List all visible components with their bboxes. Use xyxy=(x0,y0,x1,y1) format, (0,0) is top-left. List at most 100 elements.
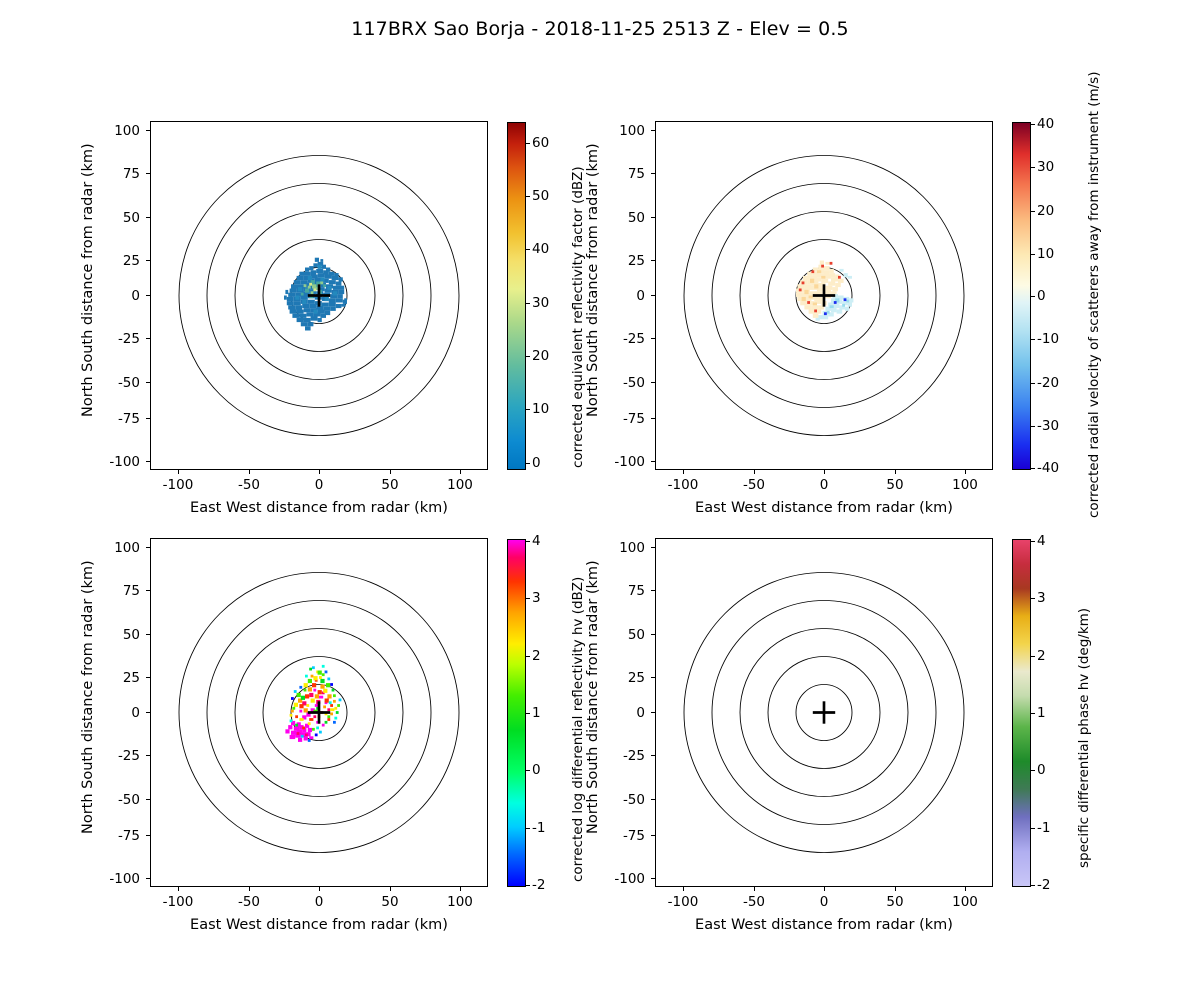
origin-marker-velocity xyxy=(812,284,836,307)
x-axis-title: East West distance from radar (km) xyxy=(190,917,448,933)
cbar-tick-label: -2 xyxy=(532,877,546,893)
ytick-label: 100 xyxy=(619,123,645,139)
cbar-tick-label: -40 xyxy=(1037,460,1060,476)
ytick-mark xyxy=(651,295,655,296)
xtick-label: 0 xyxy=(314,894,324,910)
xtick-mark xyxy=(178,470,179,474)
xtick-mark xyxy=(754,470,755,474)
reflectivity-echoes xyxy=(284,257,347,331)
reflectivity-colorbar-title: corrected equivalent reflectivity factor… xyxy=(570,166,586,468)
cbar-tick-mark xyxy=(526,656,530,657)
cbar-tick-label: 3 xyxy=(532,590,541,606)
ytick-label: -25 xyxy=(622,748,645,764)
ytick-label: 50 xyxy=(122,210,140,226)
ytick-mark xyxy=(651,173,655,174)
plot-area-reflectivity[interactable] xyxy=(150,121,488,470)
cbar-tick-label: 40 xyxy=(532,241,550,257)
ytick-label: -75 xyxy=(117,828,140,844)
velocity-colorbar[interactable] xyxy=(1012,122,1031,470)
cbar-tick-mark xyxy=(526,249,530,250)
xtick-mark xyxy=(319,470,320,474)
xtick-label: -100 xyxy=(162,894,194,910)
origin-marker-zdr xyxy=(307,701,331,724)
ytick-label: -75 xyxy=(622,828,645,844)
ytick-mark xyxy=(146,130,150,131)
origin-marker-reflectivity xyxy=(307,284,331,307)
cbar-tick-mark xyxy=(526,828,530,829)
cbar-tick-label: -20 xyxy=(1037,375,1060,391)
cbar-tick-mark xyxy=(526,541,530,542)
xtick-label: -50 xyxy=(742,477,766,493)
cbar-tick-label: 2 xyxy=(532,648,541,664)
ytick-mark xyxy=(651,677,655,678)
ytick-mark xyxy=(146,590,150,591)
ytick-label: 50 xyxy=(627,210,645,226)
plot-area-velocity[interactable] xyxy=(655,121,993,470)
cbar-tick-label: -1 xyxy=(532,820,546,836)
xtick-mark xyxy=(683,887,684,891)
xtick-label: 0 xyxy=(314,477,324,493)
xtick-label: 0 xyxy=(819,477,829,493)
cbar-tick-label: 1 xyxy=(1037,705,1046,721)
cbar-tick-mark xyxy=(1031,167,1035,168)
xtick-label: 100 xyxy=(447,477,473,493)
cbar-tick-label: 1 xyxy=(532,705,541,721)
ytick-mark xyxy=(146,418,150,419)
ytick-mark xyxy=(146,799,150,800)
ytick-mark xyxy=(146,295,150,296)
cbar-tick-label: 10 xyxy=(532,401,550,417)
ytick-label: -25 xyxy=(622,331,645,347)
ytick-mark xyxy=(146,217,150,218)
reflectivity-colorbar[interactable] xyxy=(507,122,526,470)
cbar-tick-mark xyxy=(1031,426,1035,427)
xtick-label: 100 xyxy=(952,894,978,910)
ytick-mark xyxy=(651,634,655,635)
xtick-label: 100 xyxy=(952,477,978,493)
cbar-tick-mark xyxy=(1031,656,1035,657)
x-axis-title: East West distance from radar (km) xyxy=(190,500,448,516)
kdp-colorbar-title: specific differential phase hv (deg/km) xyxy=(1076,607,1092,868)
ytick-label: -50 xyxy=(117,792,140,808)
cbar-tick-label: 0 xyxy=(1037,762,1046,778)
cbar-tick-label: 2 xyxy=(1037,648,1046,664)
xtick-mark xyxy=(683,470,684,474)
xtick-mark xyxy=(824,470,825,474)
xtick-label: -100 xyxy=(667,477,699,493)
ytick-mark xyxy=(651,547,655,548)
ytick-mark xyxy=(651,590,655,591)
ytick-label: 0 xyxy=(636,288,645,304)
ytick-label: 100 xyxy=(114,540,140,556)
zdr-colorbar[interactable] xyxy=(507,539,526,887)
ytick-mark xyxy=(651,835,655,836)
xtick-mark xyxy=(754,887,755,891)
ytick-mark xyxy=(146,835,150,836)
cbar-tick-mark xyxy=(526,356,530,357)
cbar-tick-mark xyxy=(1031,713,1035,714)
cbar-tick-mark xyxy=(1031,885,1035,886)
xtick-mark xyxy=(965,887,966,891)
xtick-mark xyxy=(895,887,896,891)
cbar-tick-mark xyxy=(1031,211,1035,212)
xtick-mark xyxy=(249,470,250,474)
kdp-colorbar[interactable] xyxy=(1012,539,1031,887)
cbar-tick-label: -1 xyxy=(1037,820,1051,836)
ytick-label: 75 xyxy=(627,166,645,182)
xtick-mark xyxy=(390,470,391,474)
page-title: 117BRX Sao Borja - 2018-11-25 2513 Z - E… xyxy=(351,18,849,40)
plot-area-zdr[interactable] xyxy=(150,538,488,887)
cbar-tick-label: 0 xyxy=(1037,288,1046,304)
ytick-mark xyxy=(651,755,655,756)
cbar-tick-label: 4 xyxy=(532,533,541,549)
cbar-tick-mark xyxy=(1031,254,1035,255)
xtick-label: 50 xyxy=(886,894,904,910)
y-axis-title: North South distance from radar (km) xyxy=(585,143,601,417)
xtick-mark xyxy=(824,887,825,891)
plot-area-kdp[interactable] xyxy=(655,538,993,887)
ytick-label: -25 xyxy=(117,331,140,347)
ytick-mark xyxy=(146,382,150,383)
y-axis-title: North South distance from radar (km) xyxy=(80,143,96,417)
xtick-label: -50 xyxy=(237,894,261,910)
cbar-tick-label: 60 xyxy=(532,135,550,151)
xtick-mark xyxy=(178,887,179,891)
ytick-mark xyxy=(651,799,655,800)
